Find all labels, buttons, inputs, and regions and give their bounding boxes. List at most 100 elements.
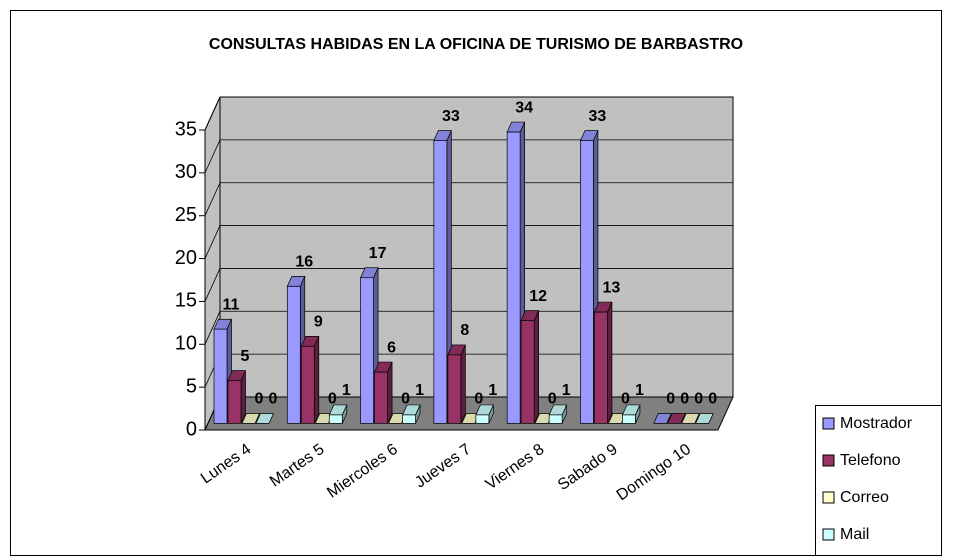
- y-tick-label: 25: [175, 204, 197, 226]
- legend-label: Telefono: [840, 452, 901, 469]
- bar-top: [695, 413, 714, 424]
- data-label: 0: [328, 391, 337, 408]
- bar: [328, 404, 348, 424]
- bar: [227, 370, 247, 424]
- data-label: 0: [474, 391, 483, 408]
- bar-front: [506, 131, 521, 424]
- y-tick-label: 5: [186, 375, 197, 397]
- bar-front: [447, 354, 462, 424]
- data-label: 0: [666, 391, 675, 408]
- y-tick-label: 20: [175, 247, 197, 269]
- bar-front: [328, 414, 343, 424]
- data-label: 0: [694, 391, 703, 408]
- bar: [667, 413, 686, 424]
- data-label: 1: [415, 382, 424, 399]
- bar: [593, 301, 613, 424]
- data-label: 8: [460, 322, 469, 339]
- y-tick-label: 15: [175, 290, 197, 312]
- data-label: 1: [562, 382, 571, 399]
- bar-side: [607, 301, 613, 424]
- data-label: 17: [369, 245, 387, 262]
- data-label: 6: [387, 339, 396, 356]
- bar: [681, 413, 700, 424]
- y-tick-label: 35: [175, 118, 197, 140]
- bar: [374, 361, 393, 424]
- data-label: 0: [269, 391, 278, 408]
- data-label: 1: [635, 382, 644, 399]
- bar: [520, 310, 540, 424]
- bar: [621, 404, 641, 424]
- bar-front: [475, 414, 490, 424]
- data-label: 0: [401, 391, 410, 408]
- data-label: 5: [241, 348, 250, 365]
- bar-front: [433, 140, 448, 424]
- bar-top: [593, 301, 613, 313]
- y-tick-label: 30: [175, 161, 197, 183]
- legend-swatch: [822, 417, 835, 430]
- bar-top: [475, 404, 494, 416]
- bar: [653, 413, 672, 424]
- bar: [241, 413, 261, 424]
- bar-front: [227, 380, 242, 424]
- bar-top: [506, 121, 526, 133]
- data-label: 9: [314, 314, 323, 331]
- legend-label: Correo: [840, 489, 889, 506]
- grid-line: [204, 268, 733, 302]
- bar-top: [520, 310, 540, 321]
- bar: [548, 404, 568, 424]
- legend-label: Mail: [840, 526, 869, 543]
- bar-top: [621, 404, 641, 416]
- data-label: 33: [442, 108, 460, 125]
- bar: [475, 404, 494, 424]
- bar-top: [213, 318, 233, 330]
- y-tick-label: 0: [186, 418, 197, 440]
- chart-title: CONSULTAS HABIDAS EN LA OFICINA DE TURIS…: [209, 36, 743, 53]
- legend-label: Mostrador: [840, 415, 913, 432]
- bar: [695, 413, 714, 424]
- grid-line: [204, 225, 733, 259]
- data-label: 34: [515, 99, 533, 116]
- data-label: 0: [680, 391, 689, 408]
- bar-front: [374, 371, 388, 424]
- grid-line: [204, 182, 733, 216]
- data-label: 13: [603, 279, 621, 296]
- data-label: 33: [589, 108, 607, 125]
- data-label: 1: [342, 382, 351, 399]
- bar-top: [548, 404, 568, 416]
- bar-front: [580, 140, 594, 424]
- bar-top: [653, 413, 672, 424]
- bar-front: [286, 285, 301, 424]
- bar-top: [255, 413, 275, 424]
- bar: [447, 344, 466, 424]
- bar-top: [667, 413, 686, 424]
- bar-top: [328, 404, 348, 416]
- legend-swatch: [822, 491, 835, 504]
- grid-line: [204, 139, 733, 174]
- grid-line: [204, 96, 733, 131]
- bar-top: [286, 276, 306, 287]
- data-label: 1: [488, 382, 497, 399]
- bar-front: [402, 414, 416, 424]
- bar-front: [622, 414, 636, 424]
- bar: [402, 404, 421, 424]
- legend-box: [815, 405, 942, 556]
- data-label: 16: [295, 254, 313, 271]
- bar-top: [447, 344, 466, 356]
- data-label: 11: [223, 296, 240, 313]
- bar-top: [402, 404, 421, 416]
- data-label: 0: [255, 391, 264, 408]
- bar-side: [313, 336, 320, 424]
- bar-front: [594, 311, 608, 424]
- bar-front: [300, 345, 315, 424]
- bar-side: [460, 344, 466, 424]
- bar-top: [227, 370, 247, 381]
- bar: [255, 413, 275, 424]
- bar-front: [548, 414, 563, 424]
- bar-top: [374, 361, 393, 373]
- bar-side: [533, 310, 539, 424]
- bar-top: [360, 267, 379, 279]
- grid-line: [204, 310, 733, 345]
- bar-top: [433, 130, 452, 141]
- data-label: 0: [548, 391, 557, 408]
- bar-top: [241, 413, 261, 424]
